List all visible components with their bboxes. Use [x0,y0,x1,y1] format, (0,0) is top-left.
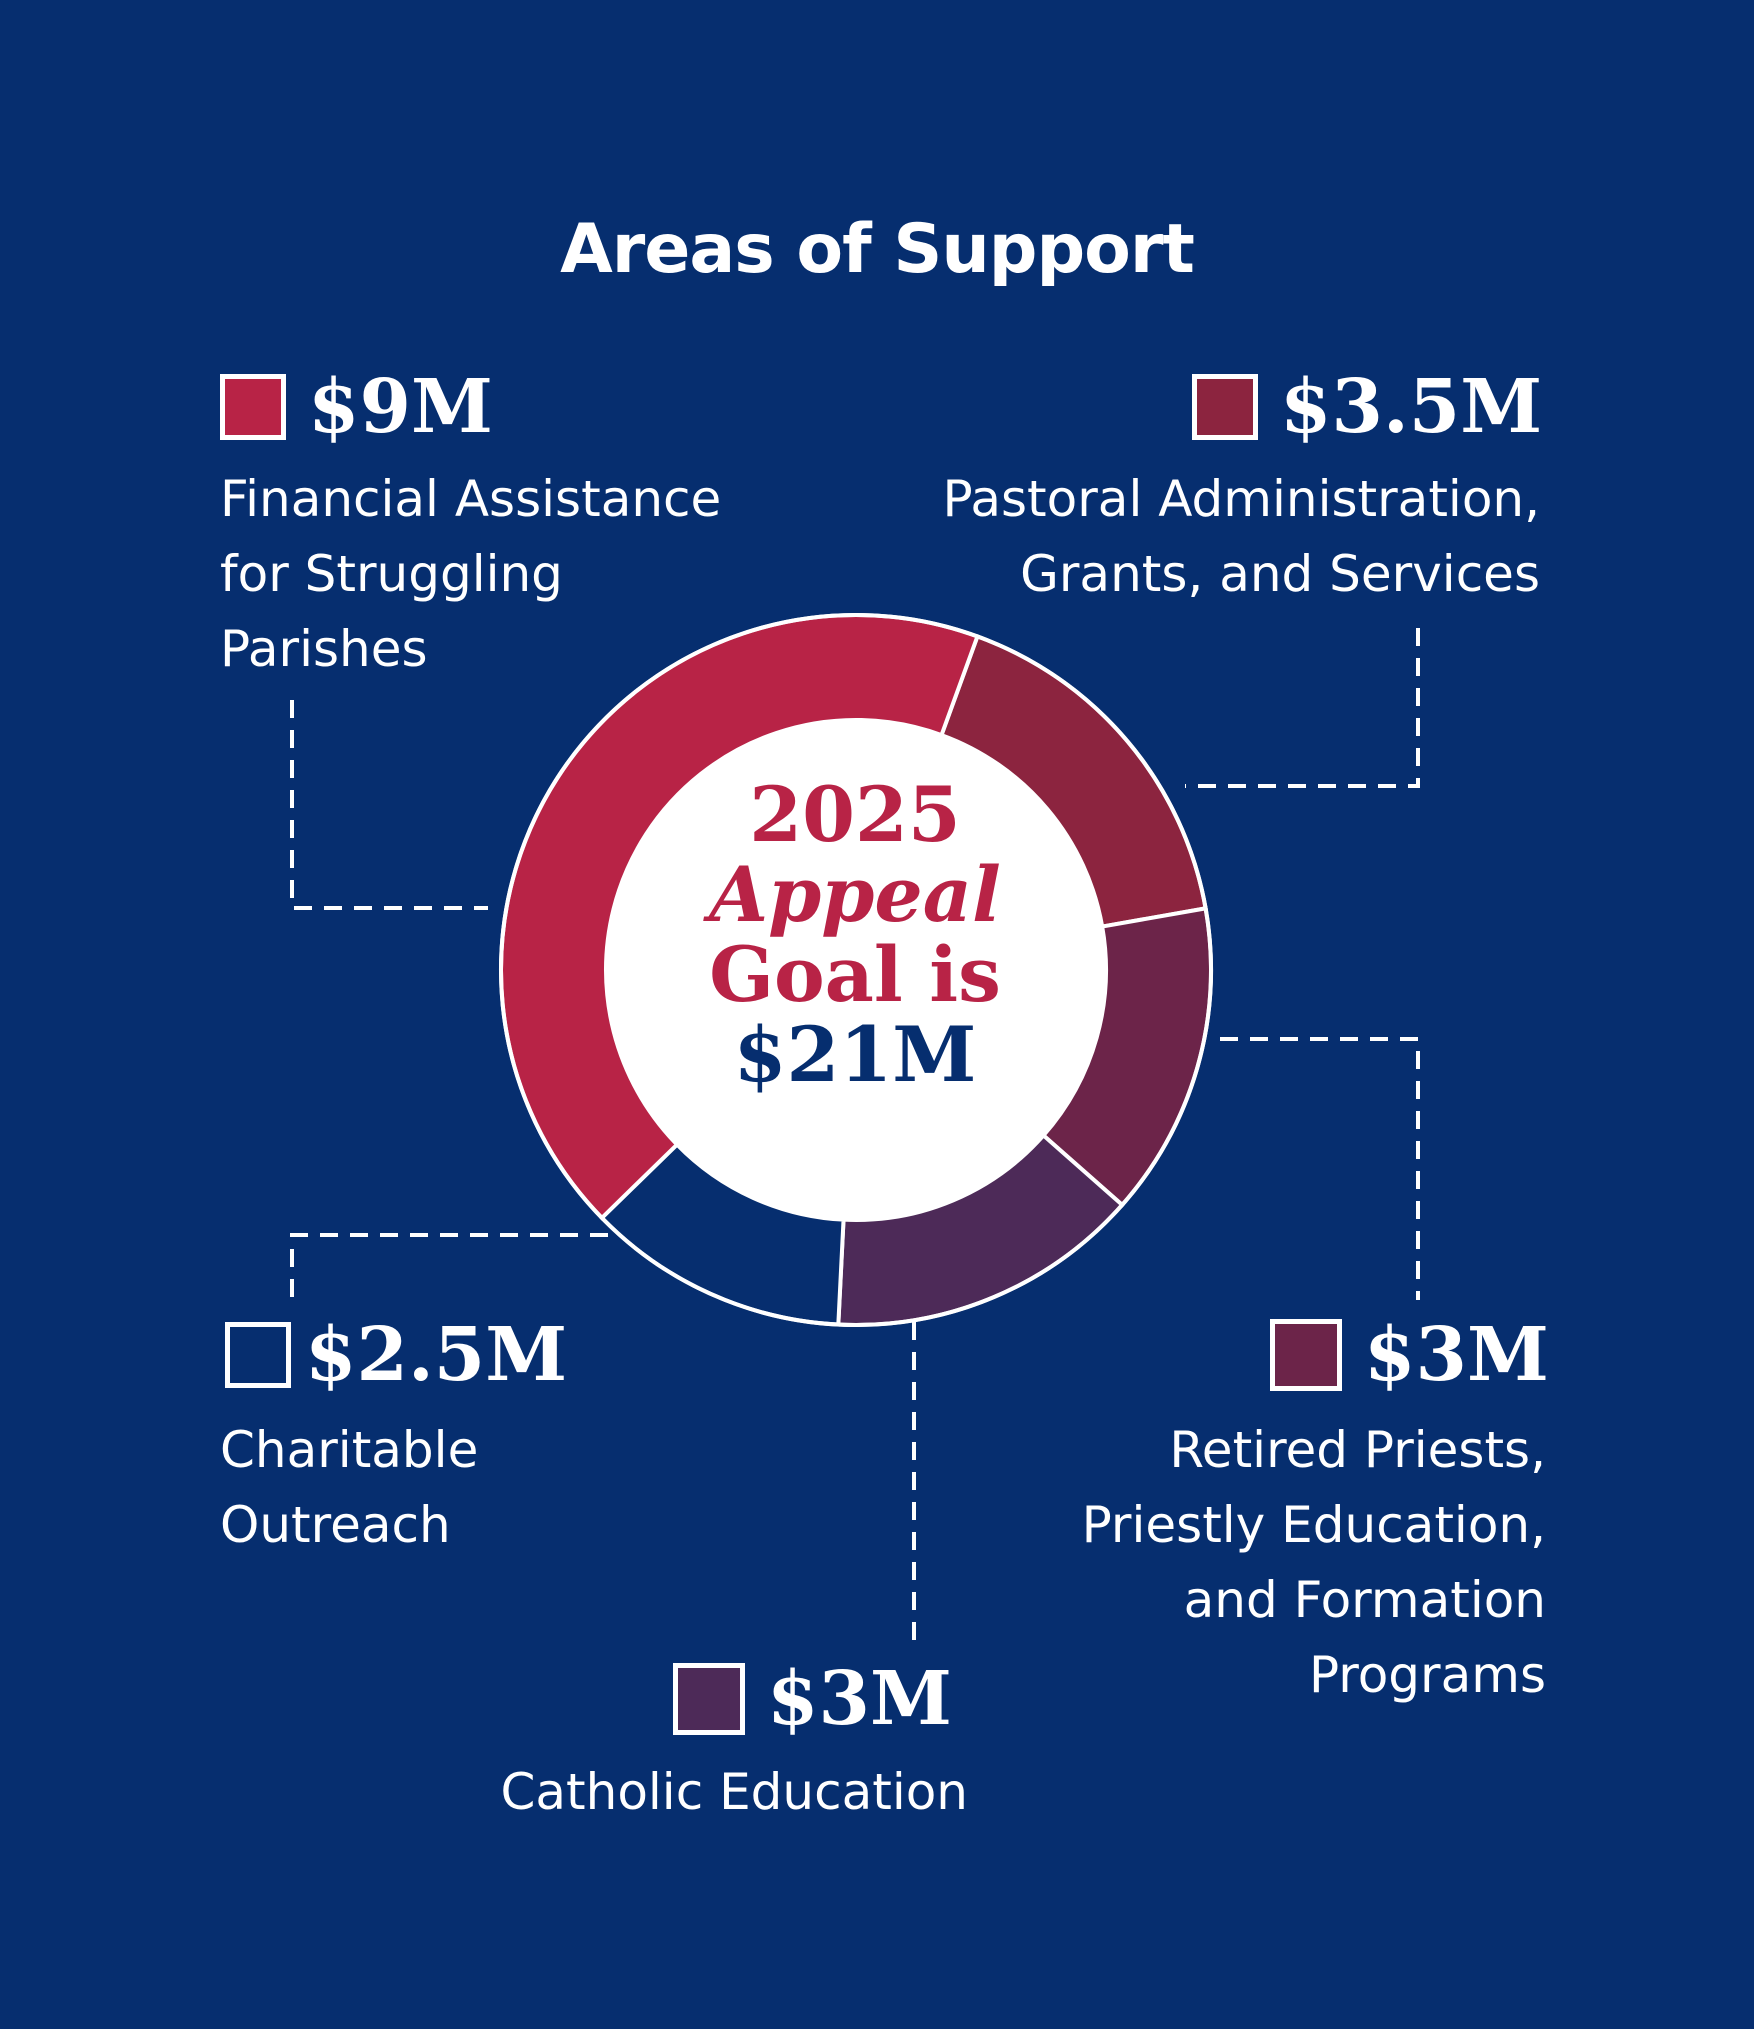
label-charitable: Charitable Outreach [220,1421,479,1554]
leader-lines [290,628,1420,1645]
amount-catholic-education: $3M [767,1656,952,1742]
swatch-catholic-education [673,1663,745,1735]
legend-financial-assistance: $9M [220,367,493,447]
legend-pastoral: $3.5M [1192,367,1542,447]
legend-charitable: $2.5M [225,1315,567,1395]
legend-catholic-education: $3M [673,1659,952,1739]
swatch-pastoral [1192,374,1258,440]
center-goal-amount: $21M [733,1010,977,1099]
swatch-financial-assistance [220,374,286,440]
center-label: 2025 Appeal Goal is $21M [670,775,1040,1095]
leader-line-financial [290,700,488,910]
label-financial-assistance: Financial Assistance for Struggling Pari… [220,470,722,678]
label-catholic-education: Catholic Education [500,1763,968,1821]
donut-outer-ring [499,613,1213,1327]
amount-retired-priests: $3M [1364,1312,1549,1398]
donut-center-hole [606,720,1106,1220]
label-pastoral: Pastoral Administration, Grants, and Ser… [942,470,1540,603]
center-year: 2025 [749,770,961,859]
center-goal-is: Goal is [709,930,1001,1019]
swatch-retired-priests [1270,1319,1342,1391]
legend-retired-priests: $3M [1270,1315,1549,1395]
amount-charitable: $2.5M [305,1312,568,1398]
label-retired-priests: Retired Priests, Priestly Education, and… [1081,1421,1546,1704]
amount-pastoral: $3.5M [1280,364,1543,450]
leader-line-retired [1220,1037,1420,1300]
center-appeal: Appeal [709,850,1001,939]
chart-title: Areas of Support [560,210,1195,289]
swatch-charitable [225,1322,291,1388]
leader-line-charitable [290,1233,608,1300]
leader-line-pastoral [1185,628,1420,788]
amount-financial-assistance: $9M [308,364,493,450]
